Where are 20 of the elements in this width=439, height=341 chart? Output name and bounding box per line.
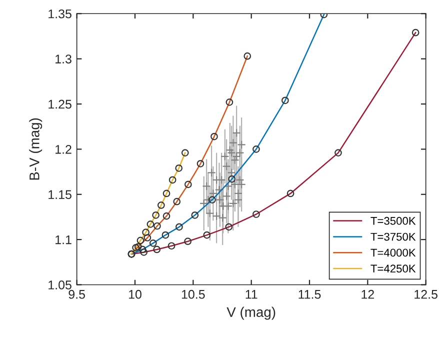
x-tick-label: 11 xyxy=(246,290,258,299)
y-tick-label: 1.3 xyxy=(56,54,72,64)
y-tick-label: 1.15 xyxy=(48,190,72,200)
x-tick-label: 11.5 xyxy=(298,290,321,299)
legend-label: T=4000K xyxy=(370,248,416,257)
legend-label: T=4250K xyxy=(370,264,416,273)
x-tick-label: 10.5 xyxy=(182,290,205,299)
legend-label: T=3750K xyxy=(370,232,416,241)
legend-label: T=3500K xyxy=(370,216,416,225)
y-tick-label: 1.25 xyxy=(48,100,72,109)
x-axis-title: V (mag) xyxy=(226,306,276,320)
y-tick-label: 1.1 xyxy=(56,235,72,244)
x-tick-label: 10 xyxy=(128,290,142,299)
x-tick-label: 9.5 xyxy=(68,290,85,299)
y-tick-label: 1.2 xyxy=(56,144,72,154)
y-tick-label: 1.05 xyxy=(48,280,72,290)
y-tick-label: 1.35 xyxy=(48,9,72,18)
y-axis-title: B-V (mag) xyxy=(29,118,42,180)
x-tick-label: 12 xyxy=(362,290,374,299)
x-tick-label: 12.5 xyxy=(414,290,438,299)
